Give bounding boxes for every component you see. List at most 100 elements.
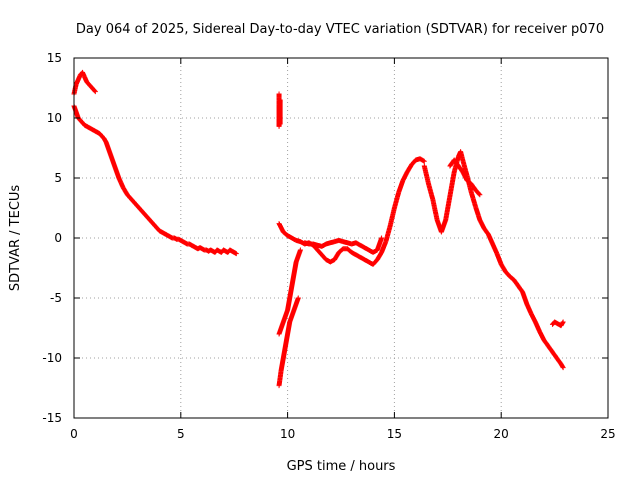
data-point-morning-decline [144,213,151,221]
data-point-evening-upper-branch [464,177,474,186]
axis-ticks: 0 5 10 15 20 25 -15 -10 -5 0 5 10 15 [42,51,615,441]
y-tick-label: 5 [54,171,62,185]
data-point-morning-decline [84,123,91,130]
data-point-morning-decline [227,247,234,254]
data-point-morning-decline [156,228,164,235]
data-point-evening-peaks [443,194,453,223]
data-point-morning-decline [94,129,102,136]
data-point-evening-upper-branch [477,192,483,198]
data-point-midday-band [344,246,354,255]
data-point-evening-peaks [421,163,431,186]
data-point-morning-decline [131,199,138,207]
data-point-evening-peaks [545,343,555,354]
data-point-morning-decline [208,247,215,254]
data-point-afternoon-lower-branch [289,272,297,289]
data-point-upper-early [90,86,98,94]
data-point-morning-decline [122,188,130,197]
data-point-late-tail [552,319,559,326]
data-point-evening-peaks [515,283,525,294]
data-point-evening-peaks [485,231,495,246]
data-point-morning-decline [99,133,106,141]
data-point-evening-peaks [520,289,529,306]
data-point-evening-peaks [460,157,470,178]
data-point-morning-decline [176,236,183,243]
data-point-evening-peaks [554,355,563,366]
data-point-midday-band [408,158,418,168]
data-point-late-tail [554,320,561,327]
data-point-midday-band [421,158,427,164]
data-point-afternoon-rise [276,368,284,389]
x-tick-label: 20 [494,427,509,441]
data-point-midday-band [315,247,324,257]
data-point-afternoon-rise [295,295,301,301]
data-point-midday-band [280,229,290,238]
data-point-morning-decline [165,233,172,239]
data-point-morning-decline [154,225,162,233]
data-point-evening-peaks [490,241,500,256]
data-point-evening-peaks [481,225,491,237]
data-point-midday-upper-band [374,236,384,253]
data-point-midday-band [332,250,341,263]
data-point-morning-decline [124,192,132,199]
data-point-midday-band [404,163,414,175]
data-point-evening-upper-branch [473,187,482,197]
data-point-morning-decline [139,209,147,216]
data-point-late-tail [549,320,557,327]
x-tick-label: 15 [387,427,402,441]
data-point-morning-decline [80,120,87,127]
data-point-morning-decline [191,243,198,250]
data-point-midday-upper-band [379,235,385,241]
x-tick-label: 10 [280,427,295,441]
data-point-morning-decline [127,194,134,202]
data-point-evening-peaks [473,204,483,222]
data-point-morning-decline [129,197,136,204]
data-point-upper-early [71,82,79,97]
data-point-morning-decline [180,239,187,245]
data-point-evening-peaks [438,218,448,235]
data-point-morning-decline [135,204,143,211]
data-point-morning-decline [152,223,160,231]
data-point-midday-band [336,246,345,255]
data-point-midday-band [396,178,406,195]
data-point-isolated-cluster [277,121,283,127]
data-point-evening-peaks [549,349,559,360]
data-point-evening-peaks [468,189,478,209]
data-point-morning-decline [171,235,179,242]
data-point-midday-band [383,224,393,245]
data-point-upper-early [92,89,98,95]
data-point-evening-upper-branch [455,163,465,174]
data-point-evening-peaks [502,269,512,279]
data-point-morning-decline [77,117,85,125]
data-point-morning-decline [212,248,219,255]
x-tick-label: 25 [600,427,615,441]
data-point-morning-decline [218,248,226,255]
data-point-evening-upper-branch [468,181,478,192]
data-point-afternoon-lower-branch [285,296,293,313]
data-point-late-tail [558,320,566,329]
data-point-morning-decline [163,231,170,238]
data-point-afternoon-lower-branch [297,247,303,253]
data-point-midday-band [387,206,397,229]
data-point-upper-early [86,81,93,89]
data-points [71,69,566,389]
data-point-evening-peaks [426,181,436,202]
data-point-evening-peaks [541,337,551,348]
data-point-upper-early [84,79,91,87]
data-point-morning-decline [137,206,145,214]
data-point-afternoon-rise [278,356,286,373]
data-point-morning-decline [133,201,140,209]
data-point-evening-upper-branch [451,157,461,168]
data-point-midday-band [391,190,401,211]
x-tick-label: 5 [177,427,185,441]
data-point-morning-decline [231,249,239,256]
data-point-evening-peaks [524,301,534,316]
grid [74,58,608,418]
data-point-evening-peaks [498,261,508,274]
data-point-afternoon-rise [285,320,293,337]
data-point-afternoon-lower-branch [287,284,295,301]
data-point-late-tail [560,319,566,325]
data-point-morning-decline [97,131,104,138]
data-point-midday-band [374,250,384,263]
data-point-evening-peaks [507,273,516,282]
